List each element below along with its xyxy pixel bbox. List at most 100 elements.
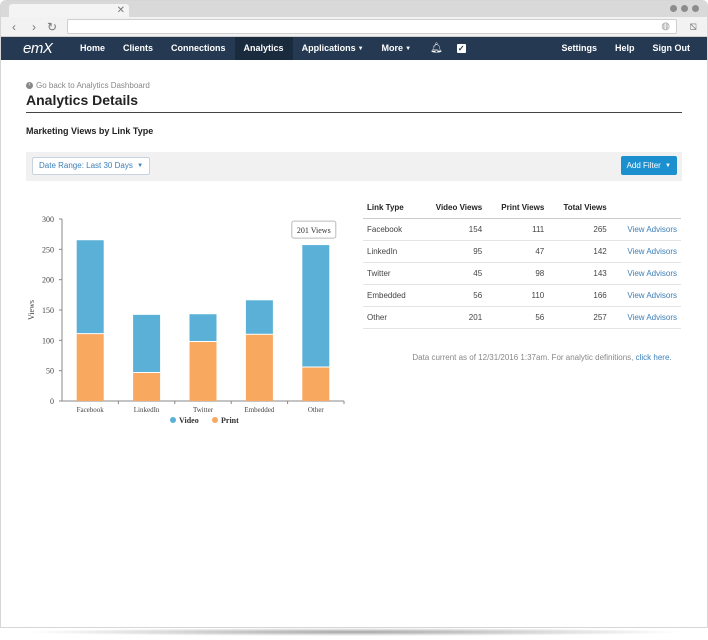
add-filter-label: Add Filter [626, 161, 661, 170]
view-advisors-link[interactable]: View Advisors [610, 262, 681, 285]
url-input[interactable]: ◍ [67, 19, 677, 34]
address-bar: ‹ › ↻ ◍ ⧅ [1, 17, 707, 37]
bar-print [245, 334, 273, 401]
browser-tab[interactable]: ✕ [9, 4, 129, 17]
logo[interactable]: emX [23, 40, 53, 57]
bar-print [302, 367, 330, 401]
nav-applications[interactable]: Applications ▼ [293, 37, 373, 60]
views-chart: 0 50 100 150 200 250 300 Views Facebook LinkedIn T… [26, 211, 356, 431]
legend-marker [170, 417, 176, 423]
globe-icon: ◍ [661, 21, 670, 32]
window-dot-icon[interactable] [681, 5, 688, 12]
cell-video-views: 95 [419, 240, 487, 263]
nav-connections[interactable]: Connections [171, 43, 226, 53]
bar-print [189, 341, 217, 401]
header-print-views[interactable]: Print Views [486, 198, 549, 219]
reload-icon[interactable]: ↻ [46, 20, 58, 34]
view-advisors-link[interactable]: View Advisors [610, 218, 681, 241]
cell-total-views: 143 [548, 262, 611, 285]
main-navbar: emX Home Clients Connections Analytics A… [1, 37, 707, 60]
table-row: Embedded 56 110 166 View Advisors [363, 284, 681, 307]
browser-tabbar: ✕ [1, 1, 707, 17]
bar-video [76, 240, 104, 334]
cell-total-views: 166 [548, 284, 611, 307]
add-filter-button[interactable]: Add Filter ▼ [620, 156, 677, 175]
legend-marker [212, 417, 218, 423]
date-range-dropdown[interactable]: Date Range: Last 30 Days ▼ [32, 157, 151, 175]
caret-down-icon: ▼ [137, 163, 144, 169]
y-tick-label: 100 [42, 336, 54, 345]
cell-total-views: 257 [548, 306, 611, 329]
cell-link-type: Facebook [363, 218, 420, 241]
view-advisors-link[interactable]: View Advisors [610, 284, 681, 307]
table-row: Other 201 56 257 View Advisors [363, 306, 681, 329]
legend-label: Print [221, 416, 239, 425]
bar-video [133, 314, 161, 373]
nav-analytics[interactable]: Analytics [234, 37, 293, 60]
cell-video-views: 154 [419, 218, 487, 241]
chart-svg: 0 50 100 150 200 250 300 Views Facebook LinkedIn T… [27, 215, 345, 425]
definitions-link[interactable]: click here. [635, 353, 672, 362]
view-advisors-link[interactable]: View Advisors [610, 240, 681, 263]
table-row: Facebook 154 111 265 View Advisors [363, 218, 681, 241]
header-total-views[interactable]: Total Views [548, 198, 611, 219]
bar-video [189, 314, 217, 342]
window-dot-icon[interactable] [670, 5, 677, 12]
page-title: Analytics Details [26, 92, 682, 113]
nav-help[interactable]: Help [614, 43, 635, 53]
filter-bar: Date Range: Last 30 Days ▼ Add Filter ▼ [26, 152, 682, 181]
table-header-row: Link Type Video Views Print Views Total … [363, 198, 681, 219]
cell-video-views: 201 [419, 306, 487, 329]
header-link-type[interactable]: Link Type [363, 198, 420, 219]
y-tick-label: 50 [46, 367, 54, 376]
x-tick-label: Other [308, 406, 325, 414]
y-tick-label: 300 [42, 215, 54, 224]
cell-link-type: Embedded [363, 284, 420, 307]
nav-sign-out[interactable]: Sign Out [652, 43, 691, 53]
tooltip-box [291, 220, 337, 239]
views-table: Link Type Video Views Print Views Total … [363, 198, 681, 329]
window-controls [670, 5, 699, 12]
caret-down-icon: ▼ [357, 46, 364, 52]
window-dot-icon[interactable] [692, 5, 699, 12]
x-tick-label: Twitter [193, 406, 214, 414]
chevron-left-circle-icon: ‹ [26, 82, 33, 89]
cell-print-views: 47 [486, 240, 549, 263]
bar-video [302, 245, 330, 368]
close-icon[interactable]: ✕ [116, 5, 125, 16]
back-link[interactable]: ‹ Go back to Analytics Dashboard [26, 81, 682, 90]
section-title: Marketing Views by Link Type [26, 126, 154, 136]
nav-home[interactable]: Home [80, 43, 106, 53]
y-tick-label: 0 [50, 397, 54, 406]
data-note: Data current as of 12/31/2016 1:37am. Fo… [363, 353, 681, 362]
window-shadow [20, 628, 688, 636]
table-row: LinkedIn 95 47 142 View Advisors [363, 240, 681, 263]
legend-label: Video [179, 416, 199, 425]
cell-link-type: LinkedIn [363, 240, 420, 263]
cell-total-views: 265 [548, 218, 611, 241]
header-video-views[interactable]: Video Views [419, 198, 487, 219]
extension-icon[interactable]: ⧅ [689, 19, 697, 33]
tooltip-label: 201 Views [297, 226, 331, 235]
nav-settings[interactable]: Settings [561, 43, 597, 53]
nav-clients[interactable]: Clients [123, 43, 154, 53]
cell-print-views: 111 [486, 218, 549, 241]
cell-print-views: 110 [486, 284, 549, 307]
cell-link-type: Twitter [363, 262, 420, 285]
checkbox-icon[interactable]: ✓ [456, 44, 466, 53]
views-table-container: Link Type Video Views Print Views Total … [363, 198, 681, 362]
view-advisors-link[interactable]: View Advisors [610, 306, 681, 329]
table-row: Twitter 45 98 143 View Advisors [363, 262, 681, 285]
x-tick-label: LinkedIn [134, 406, 160, 414]
cell-video-views: 45 [419, 262, 487, 285]
cell-total-views: 142 [548, 240, 611, 263]
bar-video [245, 300, 273, 335]
back-arrow-icon[interactable]: ‹ [12, 20, 16, 34]
cell-link-type: Other [363, 306, 420, 329]
bell-icon[interactable]: 🔔︎ [430, 43, 443, 54]
date-range-label: Date Range: Last 30 Days [39, 161, 133, 170]
nav-more-label: More [381, 43, 404, 53]
forward-arrow-icon[interactable]: › [32, 20, 36, 34]
nav-more[interactable]: More ▼ [373, 37, 420, 60]
